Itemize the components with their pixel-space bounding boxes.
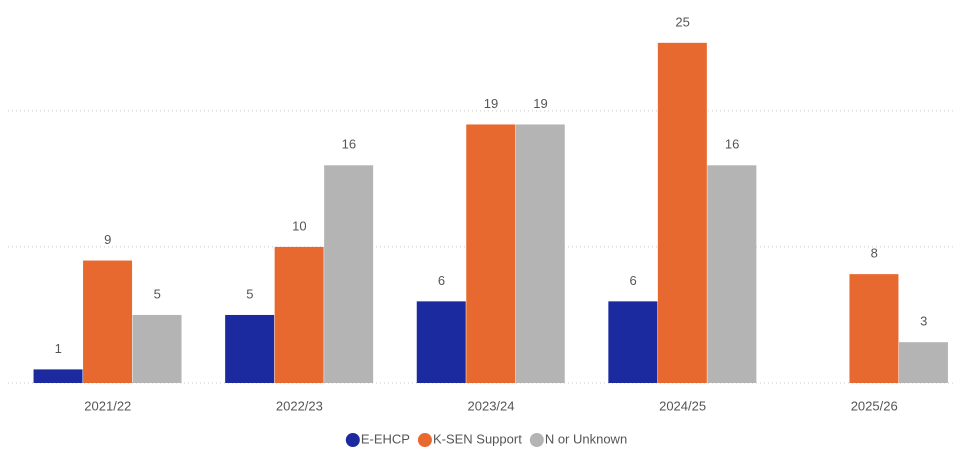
data-label: 10 [292,218,306,233]
x-tick-label: 2024/25 [659,398,706,413]
bar [608,301,658,383]
data-label: 8 [871,246,878,261]
data-label: 9 [104,232,111,247]
data-label: 25 [675,14,689,29]
data-label: 5 [154,286,161,301]
data-label: 19 [533,96,547,111]
bar [657,42,707,383]
bar [83,260,133,383]
data-label: 6 [629,273,636,288]
bar [849,274,899,383]
legend-marker [417,433,432,447]
legend-label: N or Unknown [545,431,627,446]
data-label: 5 [246,286,253,301]
bar [515,124,565,383]
legend-marker [529,433,544,447]
bar [33,369,83,383]
bar [707,165,757,383]
bar [898,342,948,383]
data-label: 3 [920,314,927,329]
legend-marker [345,433,360,447]
bar [225,314,275,383]
bar [324,165,374,383]
bar [132,314,182,383]
legend-label: E-EHCP [361,431,410,446]
data-label: 16 [342,137,356,152]
bar [466,124,516,383]
data-label: 6 [438,273,445,288]
bar [416,301,466,383]
legend: E-EHCP K-SEN Support N or Unknown [345,431,627,447]
data-label: 16 [725,137,739,152]
data-label: 1 [55,341,62,356]
bar [274,246,324,383]
x-tick-label: 2022/23 [276,398,323,413]
legend-label: K-SEN Support [433,431,522,446]
x-tick-label: 2023/24 [468,398,515,413]
x-tick-label: 2021/22 [84,398,131,413]
x-tick-label: 2025/26 [851,398,898,413]
data-label: 19 [484,96,498,111]
